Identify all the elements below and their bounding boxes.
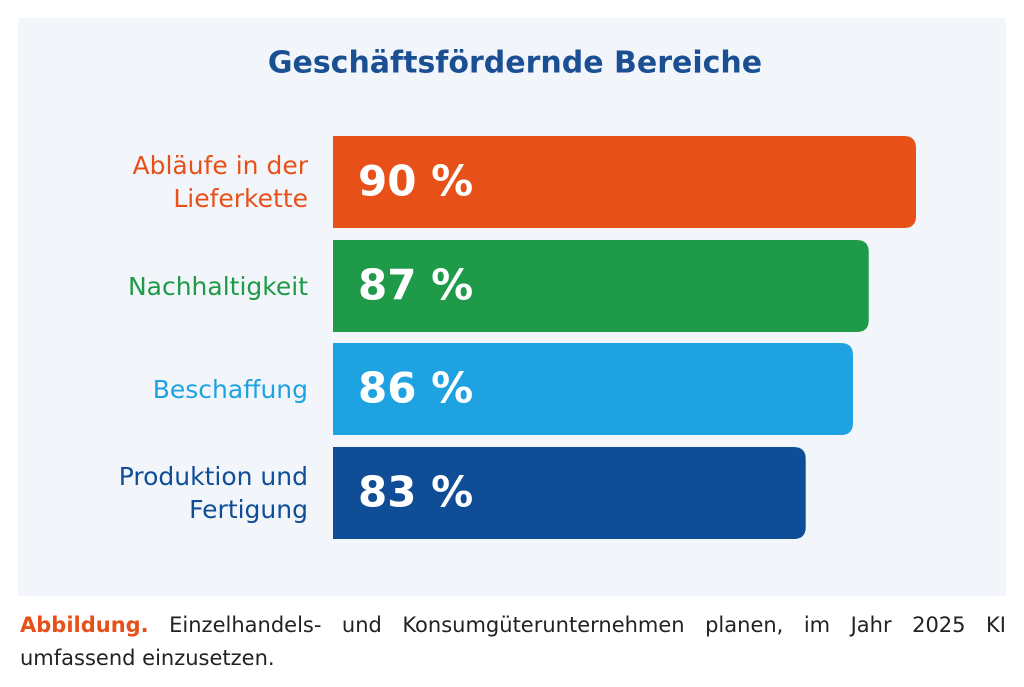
- caption-text: Einzelhandels- und Konsumgüterunternehme…: [20, 613, 1006, 670]
- chart-title: Geschäftsfördernde Bereiche: [268, 46, 762, 81]
- bar: [333, 136, 916, 228]
- value-label: 87 %: [358, 261, 473, 310]
- chart: Geschäftsfördernde Bereiche 90 % 87 % 86 %…: [268, 46, 916, 539]
- value-label: 86 %: [358, 364, 473, 413]
- category-label: Produktion und Fertigung: [118, 462, 308, 524]
- caption-label: Abbildung.: [20, 613, 149, 637]
- value-label: 90 %: [358, 157, 473, 206]
- category-label: Nachhaltigkeit: [127, 271, 308, 301]
- category-label: Beschaffung: [152, 374, 308, 404]
- bar: [333, 240, 869, 332]
- caption: Abbildung. Einzelhandels- und Konsumgüte…: [20, 609, 1006, 675]
- bar: [333, 343, 853, 435]
- bar: [333, 447, 806, 539]
- value-label: 83 %: [358, 468, 473, 517]
- category-label: Abläufe in der Lieferkette: [132, 151, 308, 213]
